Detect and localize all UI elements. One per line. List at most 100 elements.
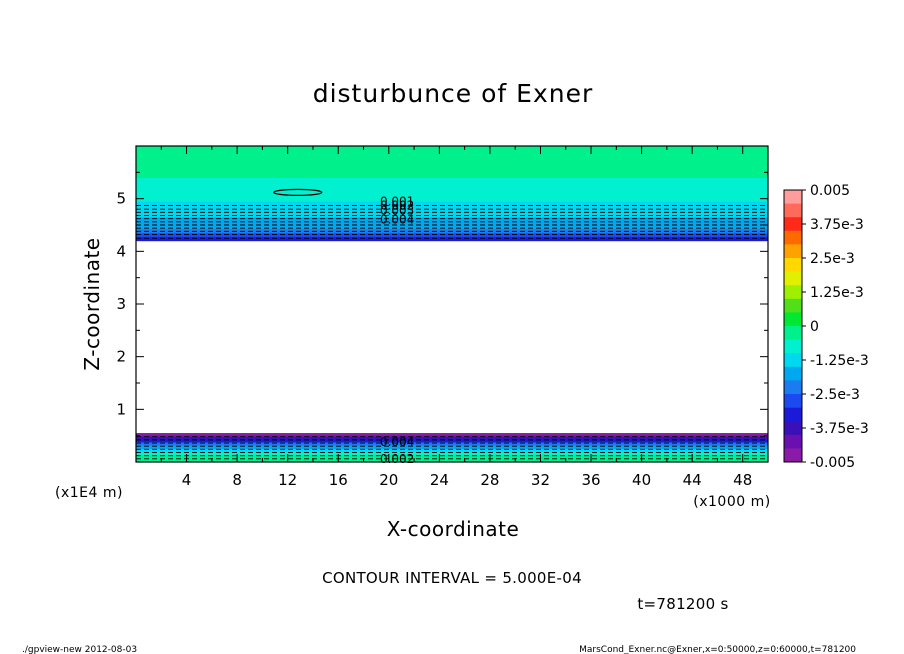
layer-band [136, 193, 768, 198]
layer-band [136, 185, 768, 190]
x-axis-label: X-coordinate [387, 517, 520, 541]
colorbar-swatch [784, 312, 802, 327]
layer-band [136, 435, 768, 438]
layer-band [136, 440, 768, 442]
x-tick-label: 8 [232, 471, 242, 489]
colorbar-swatch [784, 353, 802, 368]
colorbar-swatch [784, 339, 802, 354]
layer-band [136, 149, 768, 155]
time-text: t=781200 s [637, 595, 728, 613]
layer-band [136, 459, 768, 462]
colorbar-tick-label: 0.005 [810, 183, 850, 199]
colorbar-swatch [784, 230, 802, 245]
layer-band [136, 157, 768, 163]
colorbar-tick-label: 3.75e-3 [810, 217, 864, 233]
x-tick-label: 16 [329, 471, 348, 489]
chart-title: disturbunce of Exner [313, 79, 594, 108]
colorbar-swatch [784, 190, 802, 204]
colorbar-tick-label: 1.25e-3 [810, 285, 864, 301]
layer-band [136, 442, 768, 445]
layer-band [136, 161, 768, 167]
colorbar-swatch [784, 407, 802, 422]
colorbar-swatch [784, 448, 802, 463]
colorbar-tick-label: -2.5e-3 [810, 387, 860, 403]
colorbar-swatch [784, 244, 802, 259]
colorbar-swatch [784, 217, 802, 232]
x-tick-label: 20 [379, 471, 398, 489]
colorbar-tick-label: -0.005 [810, 455, 855, 471]
contour-interval-text: CONTOUR INTERVAL = 5.000E-04 [322, 569, 582, 587]
contour-label: 0.002 [380, 452, 414, 466]
layer-band [136, 221, 768, 226]
layer-band [136, 446, 768, 448]
layer-band [136, 455, 768, 458]
y-axis-unit-label: (x1E4 m) [55, 485, 123, 501]
x-tick-label: 36 [581, 471, 600, 489]
y-tick-label: 1 [116, 400, 126, 418]
layer-band [136, 153, 768, 159]
x-tick-label: 12 [278, 471, 297, 489]
colorbar-swatch [784, 285, 802, 300]
layer-band [136, 225, 768, 230]
layer-band [136, 457, 768, 459]
x-tick-label: 24 [430, 471, 449, 489]
layer-band [136, 441, 768, 444]
y-axis-label: Z-coordinate [80, 237, 104, 370]
x-axis-unit-label: (x1000 m) [693, 494, 770, 510]
layer-band [136, 447, 768, 450]
layer-band [136, 451, 768, 453]
layer-band [136, 436, 768, 439]
colorbar-tick-label: -1.25e-3 [810, 353, 869, 369]
layer-band [136, 232, 768, 238]
footer-right: MarsCond_Exner.nc@Exner,x=0:50000,z=0:60… [579, 645, 856, 654]
layer-band [136, 209, 768, 214]
layer-band [136, 165, 768, 171]
layer-band [136, 177, 768, 182]
x-tick-label: 32 [531, 471, 550, 489]
layer-band [136, 201, 768, 206]
contour-lines [136, 188, 768, 460]
y-tick-label: 4 [116, 242, 126, 260]
x-tick-label: 4 [182, 471, 192, 489]
colorbar: 0.005 3.75e-3 2.5e-3 1.25e-3 0 -1.25e-3 -2.5e-… [783, 183, 869, 471]
colorbar-swatch [784, 258, 802, 272]
colorbar-swatch [784, 366, 802, 381]
layer-band [136, 443, 768, 446]
contour-label: 0.003 [380, 203, 414, 217]
layer-band [136, 437, 768, 440]
colorbar-tick-label: -3.75e-3 [810, 421, 869, 437]
colorbar-tick-label: 0 [810, 319, 819, 335]
colorbar-swatch [784, 298, 802, 313]
layer-band [136, 173, 768, 178]
contour-label: 0.002 [380, 199, 414, 213]
layer-band [136, 205, 768, 210]
layer-band [136, 434, 768, 436]
layer-band [136, 453, 768, 456]
footer-left: ./gpview-new 2012-08-03 [22, 645, 137, 654]
layer-band [136, 449, 768, 452]
y-tick-label: 2 [116, 348, 126, 366]
layer-band [136, 181, 768, 186]
contour-label: 0.004 [380, 435, 414, 449]
colorbar-swatch [784, 380, 802, 395]
contour-label: 0.001 [380, 194, 414, 208]
colorbar-swatch [784, 271, 802, 286]
colorbar-swatch [784, 421, 802, 436]
x-tick-label: 48 [733, 471, 752, 489]
layer-band [136, 452, 768, 454]
layer-band [136, 197, 768, 202]
colorbar-tick-label: 2.5e-3 [810, 251, 855, 267]
layer-band [136, 189, 768, 194]
x-tick-label: 28 [480, 471, 499, 489]
x-tick-label: 40 [632, 471, 651, 489]
layer-band [136, 236, 768, 242]
contour-label: 0.004 [380, 213, 414, 227]
y-tick-label: 3 [116, 295, 126, 313]
layer-band [136, 433, 768, 435]
layer-band [136, 217, 768, 222]
contour-loop [273, 188, 323, 196]
